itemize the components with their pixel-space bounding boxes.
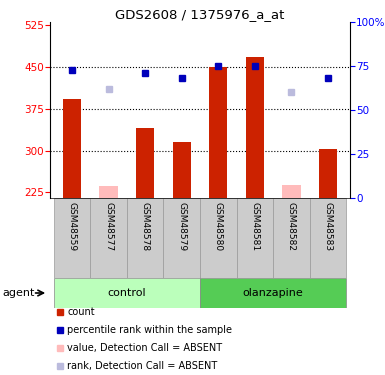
Bar	[172, 142, 191, 198]
Text: agent: agent	[2, 288, 34, 298]
Text: value, Detection Call = ABSENT: value, Detection Call = ABSENT	[67, 343, 223, 353]
Text: GSM48579: GSM48579	[177, 202, 186, 251]
Bar	[54, 278, 200, 308]
Text: rank, Detection Call = ABSENT: rank, Detection Call = ABSENT	[67, 362, 218, 371]
Bar	[209, 67, 228, 198]
Text: GSM48581: GSM48581	[250, 202, 259, 251]
Bar	[127, 198, 163, 278]
Bar	[246, 57, 264, 198]
Text: olanzapine: olanzapine	[243, 288, 303, 298]
Bar	[319, 149, 337, 198]
Title: GDS2608 / 1375976_a_at: GDS2608 / 1375976_a_at	[116, 8, 285, 21]
Bar	[200, 278, 346, 308]
Text: GSM48577: GSM48577	[104, 202, 113, 251]
Bar	[63, 99, 81, 198]
Bar	[54, 198, 90, 278]
Bar	[237, 198, 273, 278]
Bar	[273, 198, 310, 278]
Text: GSM48578: GSM48578	[141, 202, 150, 251]
Text: GSM48580: GSM48580	[214, 202, 223, 251]
Bar	[163, 198, 200, 278]
Bar	[99, 186, 118, 198]
Text: count: count	[67, 307, 95, 317]
Text: GSM48583: GSM48583	[323, 202, 333, 251]
Text: GSM48559: GSM48559	[67, 202, 77, 251]
Text: control: control	[107, 288, 146, 298]
Bar	[90, 198, 127, 278]
Bar	[310, 198, 346, 278]
Bar	[136, 128, 154, 198]
Bar	[200, 198, 237, 278]
Bar	[282, 185, 301, 198]
Text: percentile rank within the sample: percentile rank within the sample	[67, 325, 232, 335]
Text: GSM48582: GSM48582	[287, 202, 296, 251]
